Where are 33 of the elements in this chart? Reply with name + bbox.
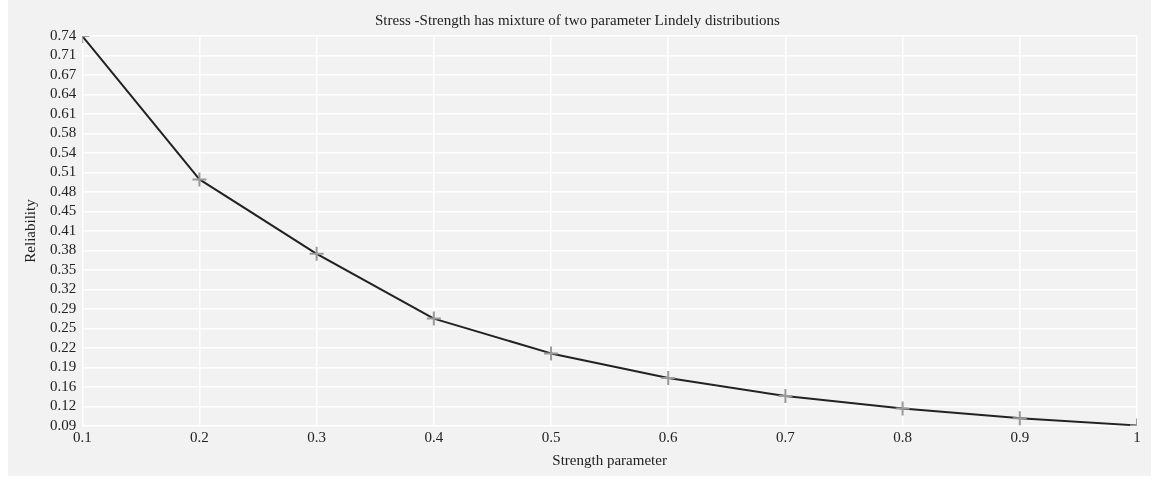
x-tick-label: 0.5 xyxy=(541,428,561,445)
x-tick-label: 0.6 xyxy=(658,428,679,445)
x-tick-label: 1 xyxy=(1133,428,1141,445)
x-tick-label: 0.8 xyxy=(893,428,912,445)
y-tick-label: 0.45 xyxy=(50,202,77,219)
y-tick-label: 0.41 xyxy=(50,221,77,238)
y-tick-label: 0.74 xyxy=(50,26,77,43)
x-tick-label: 0.2 xyxy=(190,428,209,445)
y-tick-label: 0.38 xyxy=(50,241,77,258)
x-axis-title: Strength parameter xyxy=(552,451,667,468)
y-tick-label: 0.09 xyxy=(50,416,77,433)
y-tick-label: 0.16 xyxy=(50,377,77,394)
y-tick-label: 0.35 xyxy=(50,260,77,277)
y-tick-label: 0.58 xyxy=(50,124,77,141)
y-tick-label: 0.48 xyxy=(50,182,77,199)
y-tick-label: 0.64 xyxy=(50,85,77,102)
y-tick-label: 0.61 xyxy=(50,104,77,121)
x-tick-label: 0.3 xyxy=(307,428,327,445)
y-tick-label: 0.25 xyxy=(50,319,77,336)
y-axis-title: Reliability xyxy=(21,198,38,263)
chart-title: Stress -Strength has mixture of two parameter Lindely distributions xyxy=(375,11,781,28)
y-tick-label: 0.54 xyxy=(50,143,77,160)
y-tick-label: 0.22 xyxy=(50,338,77,355)
y-tick-label: 0.51 xyxy=(50,163,77,180)
x-tick-label: 0.4 xyxy=(424,428,444,445)
y-tick-label: 0.29 xyxy=(50,299,77,316)
y-tick-label: 0.67 xyxy=(50,65,77,82)
y-tick-label: 0.32 xyxy=(50,280,77,297)
y-tick-label: 0.19 xyxy=(50,358,77,375)
y-tick-label: 0.12 xyxy=(50,397,77,414)
x-tick-label: 0.9 xyxy=(1010,428,1030,445)
x-tick-label: 0.7 xyxy=(776,428,796,445)
y-tick-label: 0.71 xyxy=(50,46,77,63)
